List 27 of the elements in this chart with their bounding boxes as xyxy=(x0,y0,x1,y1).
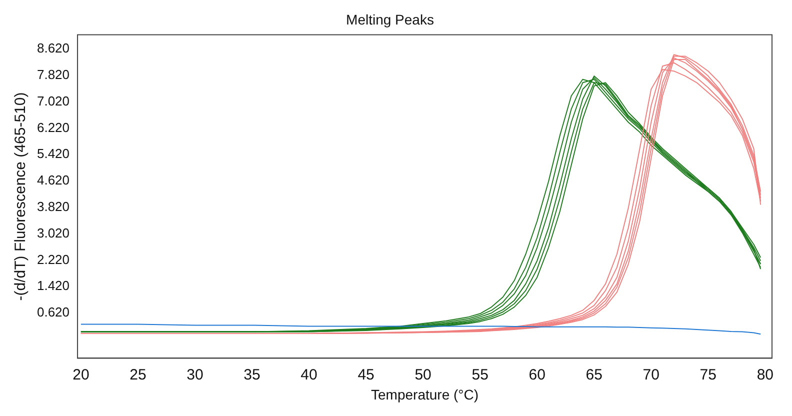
x-tick-label: 50 xyxy=(414,366,432,384)
x-tick-label: 45 xyxy=(358,366,374,384)
y-tick-label: 0.620 xyxy=(36,304,70,320)
x-tick-label: 60 xyxy=(528,366,546,384)
x-tick-label: 25 xyxy=(130,366,146,384)
y-tick-label: 3.820 xyxy=(36,198,70,214)
x-tick-label: 80 xyxy=(756,366,774,384)
x-tick-label: 70 xyxy=(642,366,660,384)
y-tick-label: 1.420 xyxy=(36,278,70,294)
x-tick-label: 65 xyxy=(586,366,602,384)
y-tick-label: 3.020 xyxy=(36,225,70,240)
y-tick-label: 8.620 xyxy=(36,40,70,56)
y-tick-label: 2.220 xyxy=(36,252,70,267)
x-tick-label: 35 xyxy=(244,366,260,384)
chart-title: Melting Peaks xyxy=(346,11,434,28)
y-tick-label: 7.020 xyxy=(36,93,70,108)
x-tick-label: 40 xyxy=(300,366,318,384)
y-tick-label: 5.420 xyxy=(36,146,70,162)
x-tick-label: 30 xyxy=(186,366,204,384)
y-tick-label: 4.620 xyxy=(36,172,70,188)
x-tick-label: 55 xyxy=(472,366,488,384)
x-axis-title: Temperature (°C) xyxy=(371,386,479,402)
y-tick-label: 6.220 xyxy=(36,120,70,135)
y-axis-title: -(d/dT) Fluorescence (465-510) xyxy=(12,92,30,301)
y-tick-label: 7.820 xyxy=(36,66,70,82)
x-tick-label: 20 xyxy=(72,366,90,384)
x-tick-label: 75 xyxy=(700,366,716,384)
